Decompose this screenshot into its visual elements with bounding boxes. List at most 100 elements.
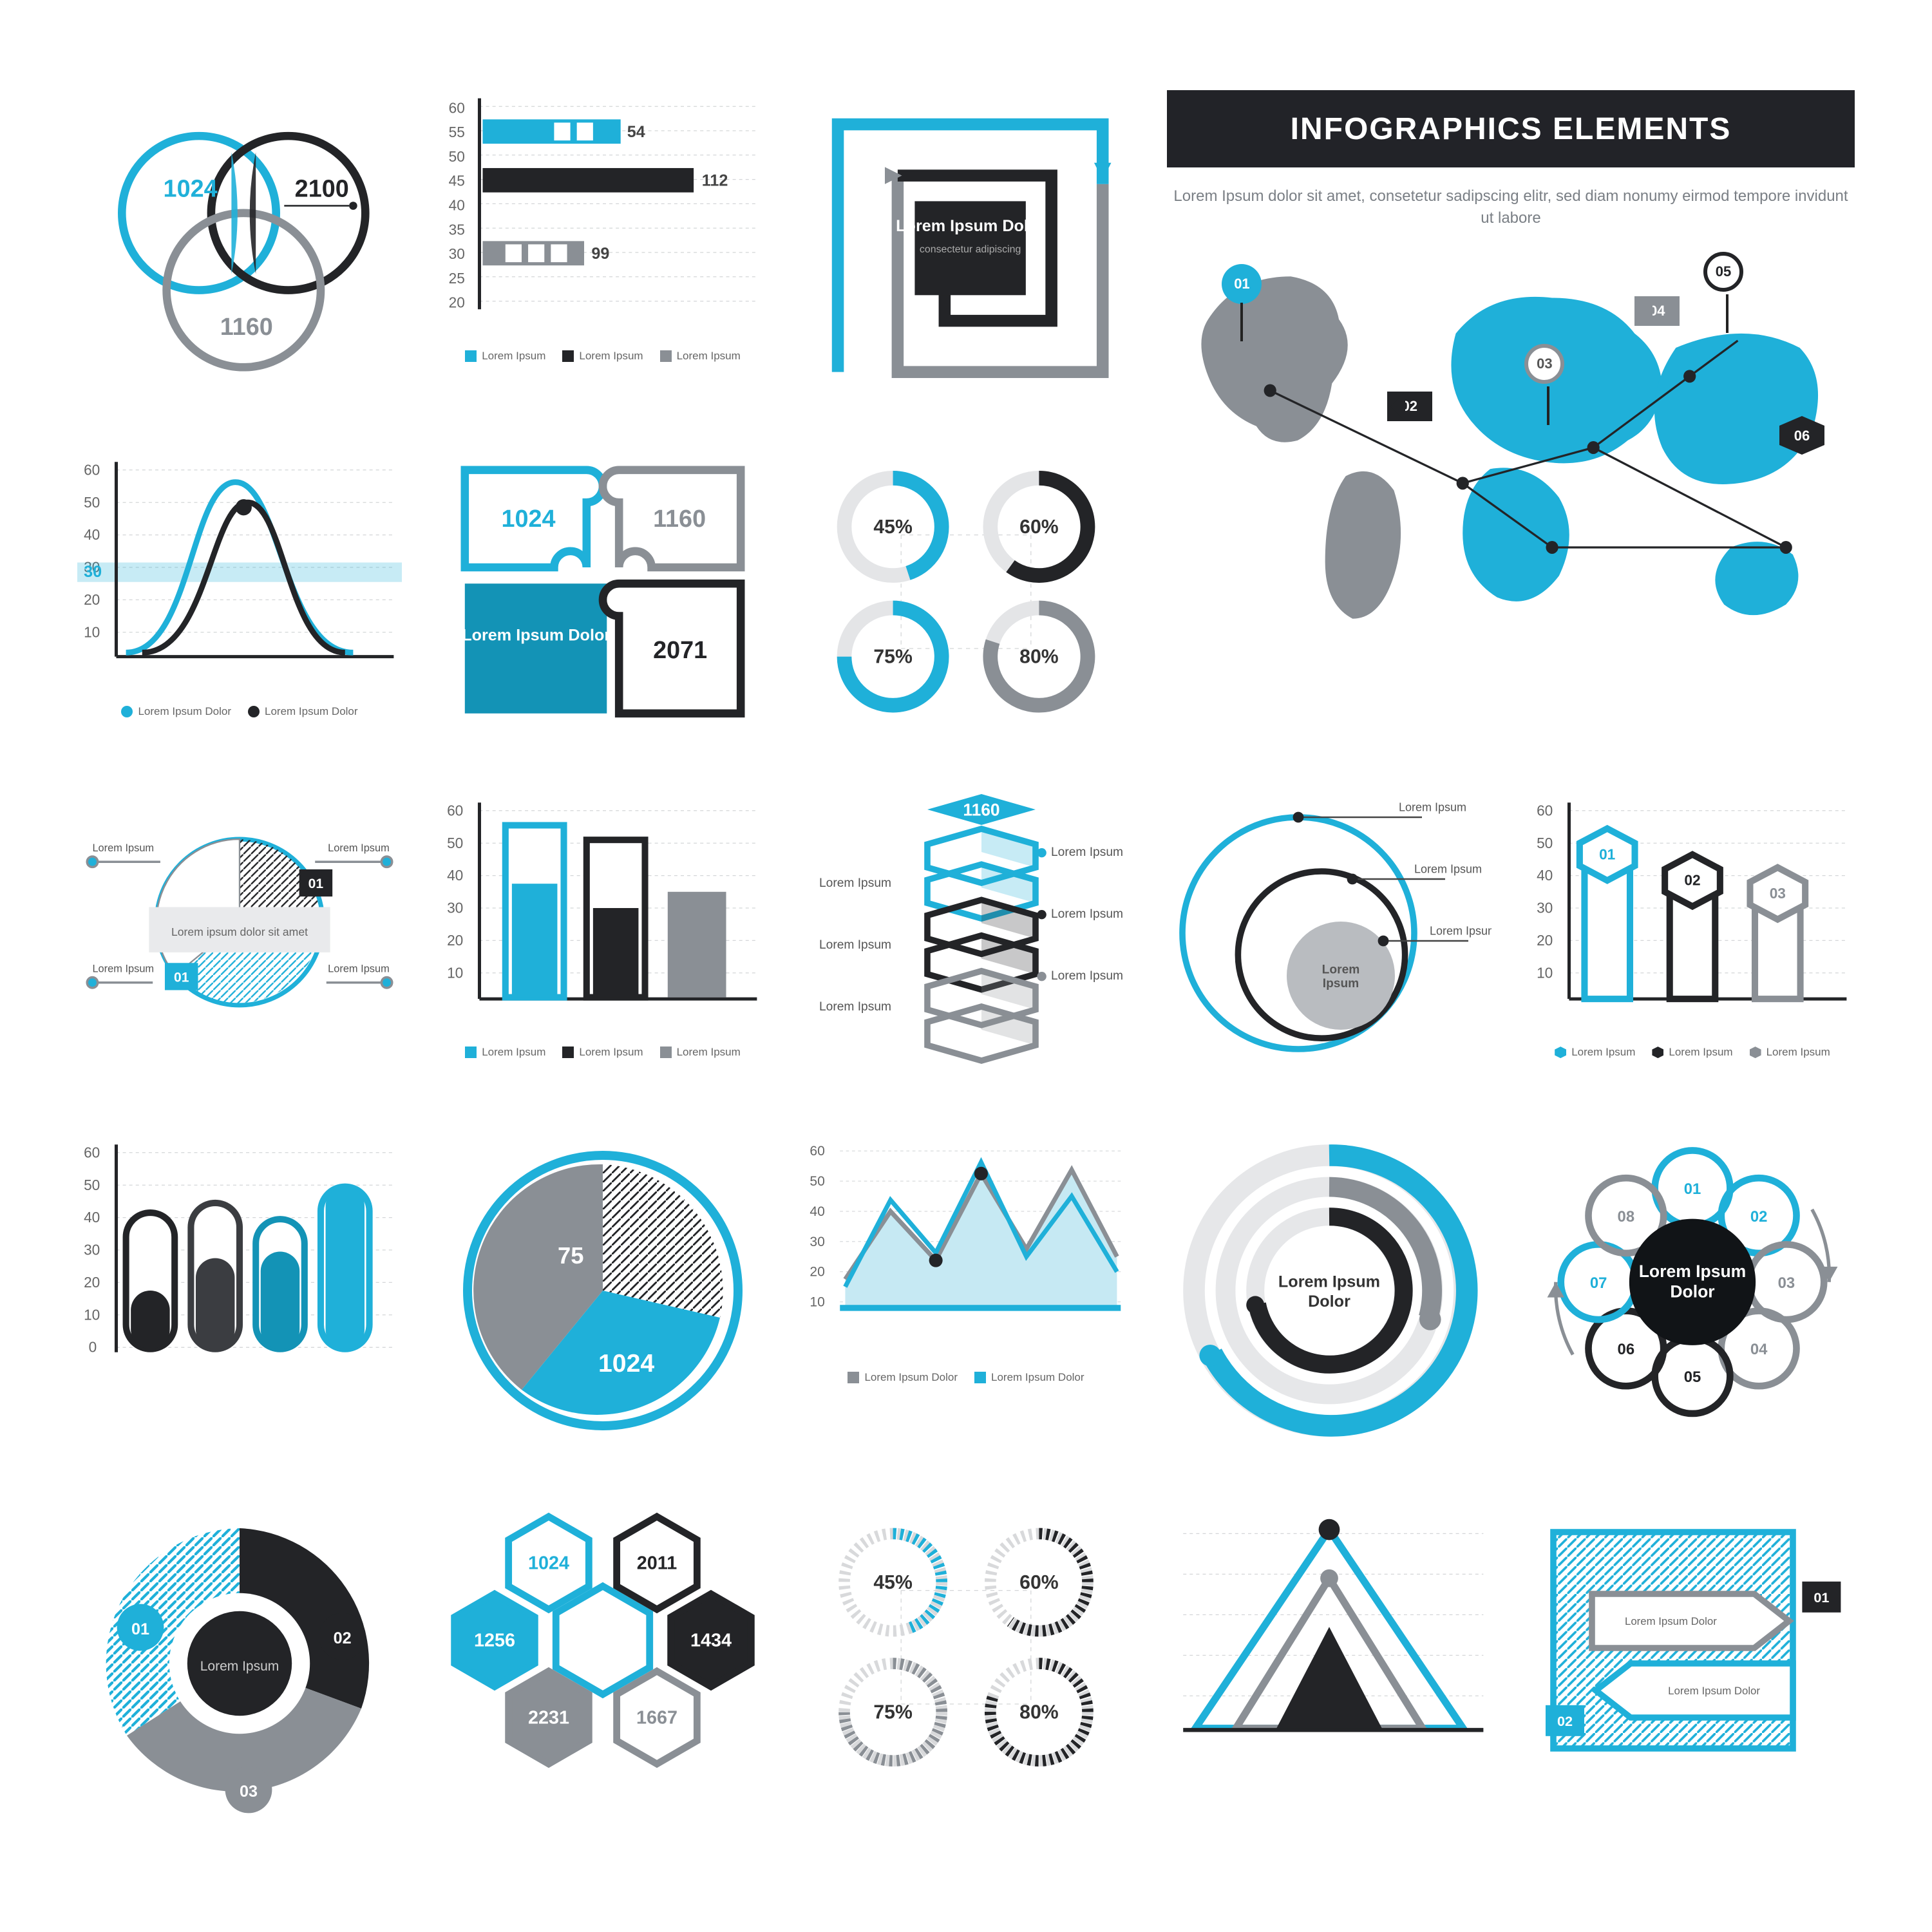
puzzle-chart: 1024 1160 Lorem Ipsum Dolor 2071 (440, 446, 765, 741)
svg-text:45: 45 (449, 173, 465, 189)
hex-grid: 102420111256143422311667 (440, 1501, 765, 1829)
svg-text:2071: 2071 (653, 638, 707, 665)
svg-text:40: 40 (447, 867, 463, 884)
flower-circles: 0102030405060708 Lorem Ipsum Dolor (1530, 1128, 1855, 1456)
svg-text:10: 10 (84, 624, 100, 641)
svg-text:01: 01 (131, 1620, 149, 1638)
svg-text:40: 40 (1537, 867, 1553, 884)
svg-text:Ipsum: Ipsum (1323, 977, 1359, 990)
title-banner: INFOGRAPHICS ELEMENTS (1167, 90, 1855, 167)
svg-text:20: 20 (449, 294, 465, 311)
svg-text:Lorem Ipsum Dolor: Lorem Ipsum Dolor (1625, 1615, 1717, 1627)
svg-text:75: 75 (558, 1242, 583, 1269)
svg-text:Lorem Ipsum: Lorem Ipsum (819, 876, 891, 890)
svg-text:06: 06 (1618, 1341, 1635, 1358)
map-pin-03: 03 (1524, 344, 1564, 384)
svg-text:75%: 75% (873, 1702, 913, 1723)
svg-text:03: 03 (1770, 885, 1786, 902)
svg-text:Lorem Ipsum: Lorem Ipsum (92, 963, 154, 974)
svg-text:1160: 1160 (653, 506, 706, 533)
map-pin-02: 02 (1387, 392, 1432, 421)
svg-text:02: 02 (1684, 872, 1700, 889)
svg-text:consectetur adipiscing: consectetur adipiscing (920, 244, 1021, 255)
svg-text:20: 20 (84, 591, 100, 608)
svg-text:1024: 1024 (598, 1350, 654, 1378)
svg-text:Lorem: Lorem (1322, 963, 1360, 976)
svg-text:30: 30 (449, 245, 465, 262)
svg-text:Lorem Ipsum Dolor: Lorem Ipsum Dolor (1668, 1685, 1760, 1697)
svg-text:Lorem Ipsum Dolor: Lorem Ipsum Dolor (896, 217, 1045, 235)
hex-bar-chart: 605040302010 010203 Lorem IpsumLorem Ips… (1530, 786, 1855, 1083)
page-title: INFOGRAPHICS ELEMENTS (1291, 111, 1732, 147)
svg-text:2011: 2011 (637, 1553, 677, 1574)
svg-text:50: 50 (447, 835, 463, 851)
svg-text:60: 60 (84, 462, 100, 478)
donut-3seg: Lorem Ipsum 01 02 03 (77, 1501, 402, 1829)
iso-stack: 1160 Lorem Ipsum Lorem Ipsum Lorem Ipsum… (804, 786, 1128, 1083)
svg-text:1024: 1024 (502, 506, 556, 533)
svg-text:01: 01 (1684, 1180, 1701, 1198)
svg-text:50: 50 (84, 1177, 100, 1193)
four-rings: 45%60%75%80% (804, 446, 1128, 741)
svg-text:60: 60 (810, 1144, 824, 1159)
svg-text:55: 55 (449, 124, 465, 140)
svg-text:10: 10 (1537, 964, 1553, 981)
svg-text:1256: 1256 (474, 1631, 515, 1651)
svg-text:02: 02 (1557, 1713, 1573, 1729)
horizontal-bar-chart: 605550454035302520 54 112 99 Lorem Ipsum… (440, 90, 765, 401)
arrows-block: 01 02 Lorem Ipsum Dolor Lorem Ipsum Dolo… (1530, 1501, 1855, 1829)
svg-text:20: 20 (447, 932, 463, 949)
world-map: 01 02 03 04 05 06 (1167, 248, 1855, 647)
svg-text:1160: 1160 (963, 800, 999, 820)
dashed-ring-set: 45%60%75%80% (804, 1501, 1128, 1829)
svg-text:06: 06 (1794, 428, 1809, 444)
svg-text:40: 40 (810, 1204, 824, 1219)
triangle-chart (1167, 1501, 1492, 1829)
svg-text:60%: 60% (1019, 517, 1059, 538)
svg-text:30: 30 (1537, 900, 1553, 916)
svg-text:Lorem Ipsum: Lorem Ipsum (1051, 969, 1123, 983)
svg-text:35: 35 (449, 221, 465, 238)
svg-text:80%: 80% (1019, 1702, 1059, 1723)
svg-text:30: 30 (84, 1242, 100, 1258)
svg-text:04: 04 (1750, 1341, 1768, 1358)
hatched-pie-labels: Lorem ipsum dolor sit amet 01 01 Lorem I… (77, 786, 402, 1083)
svg-text:30: 30 (447, 900, 463, 916)
svg-text:10: 10 (810, 1295, 824, 1310)
svg-text:Lorem Ipsum: Lorem Ipsum (819, 1000, 891, 1014)
svg-text:1024: 1024 (528, 1553, 569, 1574)
svg-text:Dolor: Dolor (1670, 1282, 1714, 1302)
svg-text:50: 50 (1537, 835, 1553, 851)
svg-text:50: 50 (810, 1174, 824, 1189)
svg-text:05: 05 (1684, 1368, 1701, 1386)
svg-text:40: 40 (84, 527, 100, 544)
concentric-circles: Lorem Ipsum Lorem IpsumLorem IpsumLorem … (1167, 786, 1492, 1083)
venn-label-3: 1160 (220, 314, 273, 341)
bell-curve-chart: 605040302010 30 Lorem Ipsum DolorLorem I… (77, 446, 402, 741)
svg-text:40: 40 (449, 196, 465, 213)
svg-text:Lorem Ipsum: Lorem Ipsum (1430, 924, 1492, 937)
arc-donut: Lorem Ipsum Dolor (1167, 1128, 1492, 1456)
map-pin-04: 04 (1634, 296, 1680, 326)
svg-text:10: 10 (84, 1306, 100, 1323)
svg-text:Dolor: Dolor (1308, 1293, 1350, 1311)
svg-text:02: 02 (334, 1629, 352, 1647)
svg-text:60: 60 (449, 99, 465, 116)
svg-text:0: 0 (89, 1339, 97, 1356)
venn-diagram: 1024 2100 1160 (77, 90, 402, 401)
svg-text:80%: 80% (1019, 647, 1059, 668)
svg-text:1434: 1434 (690, 1631, 732, 1651)
svg-text:20: 20 (1537, 932, 1553, 949)
svg-text:02: 02 (1750, 1208, 1768, 1226)
capsule-bars: 6050403020100 (77, 1128, 402, 1456)
venn-label-1: 1024 (164, 176, 218, 203)
svg-text:40: 40 (84, 1209, 100, 1226)
hbar-legend: Lorem IpsumLorem IpsumLorem Ipsum (440, 350, 765, 363)
svg-text:Lorem Ipsum Dolor: Lorem Ipsum Dolor (462, 627, 611, 645)
svg-text:60: 60 (1537, 802, 1553, 819)
svg-text:99: 99 (591, 245, 609, 263)
svg-text:60%: 60% (1019, 1572, 1059, 1593)
svg-text:Lorem Ipsum: Lorem Ipsum (819, 938, 891, 952)
svg-text:30: 30 (810, 1235, 824, 1249)
svg-text:54: 54 (627, 123, 645, 141)
